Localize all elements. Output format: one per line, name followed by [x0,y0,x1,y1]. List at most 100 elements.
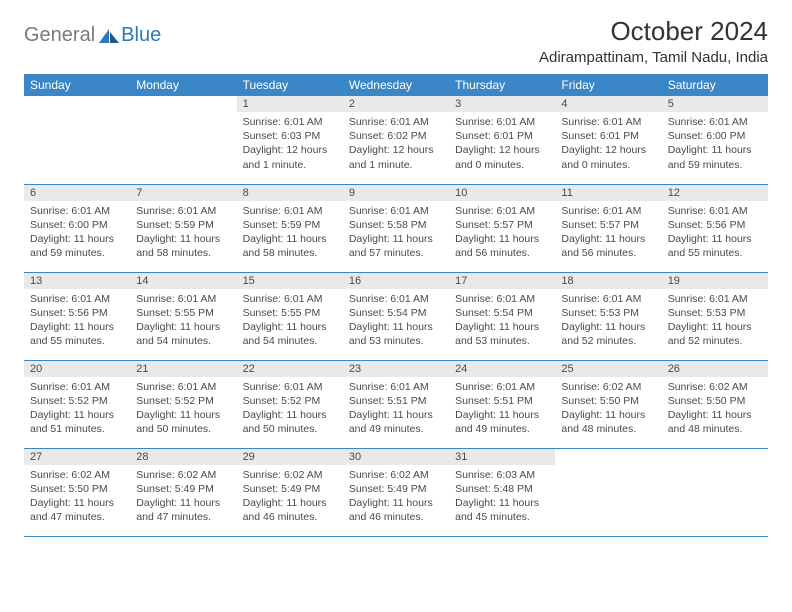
calendar-cell: 30Sunrise: 6:02 AMSunset: 5:49 PMDayligh… [343,448,449,536]
weekday-header: Friday [555,74,661,96]
calendar-cell: 3Sunrise: 6:01 AMSunset: 6:01 PMDaylight… [449,96,555,184]
logo-text-blue: Blue [121,24,161,47]
day-detail: Sunrise: 6:01 AMSunset: 5:55 PMDaylight:… [130,289,236,355]
calendar-cell: 17Sunrise: 6:01 AMSunset: 5:54 PMDayligh… [449,272,555,360]
day-detail: Sunrise: 6:01 AMSunset: 5:57 PMDaylight:… [555,201,661,267]
day-number: 12 [662,185,768,201]
day-number: 27 [24,449,130,465]
day-number: 30 [343,449,449,465]
day-detail: Sunrise: 6:01 AMSunset: 5:59 PMDaylight:… [237,201,343,267]
calendar-cell [130,96,236,184]
calendar-week-row: 20Sunrise: 6:01 AMSunset: 5:52 PMDayligh… [24,360,768,448]
day-number [662,449,768,465]
calendar-cell: 12Sunrise: 6:01 AMSunset: 5:56 PMDayligh… [662,184,768,272]
day-number: 24 [449,361,555,377]
day-number: 3 [449,96,555,112]
calendar-cell [662,448,768,536]
weekday-header: Saturday [662,74,768,96]
day-number [555,449,661,465]
day-detail: Sunrise: 6:02 AMSunset: 5:49 PMDaylight:… [237,465,343,531]
day-detail: Sunrise: 6:01 AMSunset: 5:53 PMDaylight:… [662,289,768,355]
calendar-cell: 26Sunrise: 6:02 AMSunset: 5:50 PMDayligh… [662,360,768,448]
day-detail: Sunrise: 6:01 AMSunset: 6:03 PMDaylight:… [237,112,343,178]
calendar-cell: 4Sunrise: 6:01 AMSunset: 6:01 PMDaylight… [555,96,661,184]
day-number: 13 [24,273,130,289]
day-number [130,96,236,112]
day-detail: Sunrise: 6:01 AMSunset: 5:54 PMDaylight:… [449,289,555,355]
day-number: 31 [449,449,555,465]
weekday-header: Monday [130,74,236,96]
day-number: 28 [130,449,236,465]
weekday-header: Wednesday [343,74,449,96]
day-detail: Sunrise: 6:01 AMSunset: 6:02 PMDaylight:… [343,112,449,178]
day-detail: Sunrise: 6:01 AMSunset: 5:54 PMDaylight:… [343,289,449,355]
day-number: 25 [555,361,661,377]
logo-sail-icon [99,29,119,43]
calendar-cell [24,96,130,184]
calendar-body: 1Sunrise: 6:01 AMSunset: 6:03 PMDaylight… [24,96,768,536]
calendar-cell: 5Sunrise: 6:01 AMSunset: 6:00 PMDaylight… [662,96,768,184]
weekday-header: Sunday [24,74,130,96]
day-number: 14 [130,273,236,289]
calendar-cell: 14Sunrise: 6:01 AMSunset: 5:55 PMDayligh… [130,272,236,360]
day-number: 15 [237,273,343,289]
day-detail: Sunrise: 6:01 AMSunset: 5:52 PMDaylight:… [237,377,343,443]
day-number [24,96,130,112]
calendar-cell: 2Sunrise: 6:01 AMSunset: 6:02 PMDaylight… [343,96,449,184]
logo: General Blue [24,16,161,47]
day-detail: Sunrise: 6:01 AMSunset: 6:01 PMDaylight:… [555,112,661,178]
day-number: 17 [449,273,555,289]
header: General Blue October 2024 Adirampattinam… [24,16,768,66]
calendar-cell: 11Sunrise: 6:01 AMSunset: 5:57 PMDayligh… [555,184,661,272]
day-detail: Sunrise: 6:01 AMSunset: 6:01 PMDaylight:… [449,112,555,178]
calendar-cell: 7Sunrise: 6:01 AMSunset: 5:59 PMDaylight… [130,184,236,272]
calendar-cell: 18Sunrise: 6:01 AMSunset: 5:53 PMDayligh… [555,272,661,360]
calendar-week-row: 13Sunrise: 6:01 AMSunset: 5:56 PMDayligh… [24,272,768,360]
day-number: 22 [237,361,343,377]
day-number: 10 [449,185,555,201]
calendar-cell: 16Sunrise: 6:01 AMSunset: 5:54 PMDayligh… [343,272,449,360]
calendar-cell: 29Sunrise: 6:02 AMSunset: 5:49 PMDayligh… [237,448,343,536]
calendar-cell: 21Sunrise: 6:01 AMSunset: 5:52 PMDayligh… [130,360,236,448]
title-block: October 2024 Adirampattinam, Tamil Nadu,… [539,16,768,66]
day-detail: Sunrise: 6:01 AMSunset: 5:51 PMDaylight:… [343,377,449,443]
calendar-cell: 9Sunrise: 6:01 AMSunset: 5:58 PMDaylight… [343,184,449,272]
calendar-cell [555,448,661,536]
day-detail: Sunrise: 6:01 AMSunset: 5:59 PMDaylight:… [130,201,236,267]
calendar-week-row: 1Sunrise: 6:01 AMSunset: 6:03 PMDaylight… [24,96,768,184]
day-number: 7 [130,185,236,201]
day-detail: Sunrise: 6:01 AMSunset: 5:56 PMDaylight:… [662,201,768,267]
day-number: 16 [343,273,449,289]
day-number: 8 [237,185,343,201]
calendar-cell: 19Sunrise: 6:01 AMSunset: 5:53 PMDayligh… [662,272,768,360]
day-number: 5 [662,96,768,112]
day-number: 18 [555,273,661,289]
day-detail: Sunrise: 6:01 AMSunset: 6:00 PMDaylight:… [662,112,768,178]
day-number: 21 [130,361,236,377]
day-detail: Sunrise: 6:01 AMSunset: 5:55 PMDaylight:… [237,289,343,355]
day-number: 29 [237,449,343,465]
day-number: 1 [237,96,343,112]
day-detail: Sunrise: 6:01 AMSunset: 5:52 PMDaylight:… [24,377,130,443]
day-detail: Sunrise: 6:01 AMSunset: 5:52 PMDaylight:… [130,377,236,443]
location: Adirampattinam, Tamil Nadu, India [539,49,768,66]
day-number: 20 [24,361,130,377]
day-number: 9 [343,185,449,201]
day-number: 4 [555,96,661,112]
calendar-cell: 20Sunrise: 6:01 AMSunset: 5:52 PMDayligh… [24,360,130,448]
day-number: 26 [662,361,768,377]
day-detail: Sunrise: 6:01 AMSunset: 5:51 PMDaylight:… [449,377,555,443]
day-detail: Sunrise: 6:02 AMSunset: 5:49 PMDaylight:… [343,465,449,531]
calendar-week-row: 27Sunrise: 6:02 AMSunset: 5:50 PMDayligh… [24,448,768,536]
day-detail: Sunrise: 6:02 AMSunset: 5:49 PMDaylight:… [130,465,236,531]
calendar-cell: 28Sunrise: 6:02 AMSunset: 5:49 PMDayligh… [130,448,236,536]
weekday-header: Tuesday [237,74,343,96]
calendar-cell: 27Sunrise: 6:02 AMSunset: 5:50 PMDayligh… [24,448,130,536]
calendar-cell: 1Sunrise: 6:01 AMSunset: 6:03 PMDaylight… [237,96,343,184]
calendar-cell: 23Sunrise: 6:01 AMSunset: 5:51 PMDayligh… [343,360,449,448]
calendar-table: SundayMondayTuesdayWednesdayThursdayFrid… [24,74,768,537]
calendar-week-row: 6Sunrise: 6:01 AMSunset: 6:00 PMDaylight… [24,184,768,272]
day-detail: Sunrise: 6:01 AMSunset: 5:57 PMDaylight:… [449,201,555,267]
logo-text-general: General [24,24,95,47]
calendar-cell: 10Sunrise: 6:01 AMSunset: 5:57 PMDayligh… [449,184,555,272]
